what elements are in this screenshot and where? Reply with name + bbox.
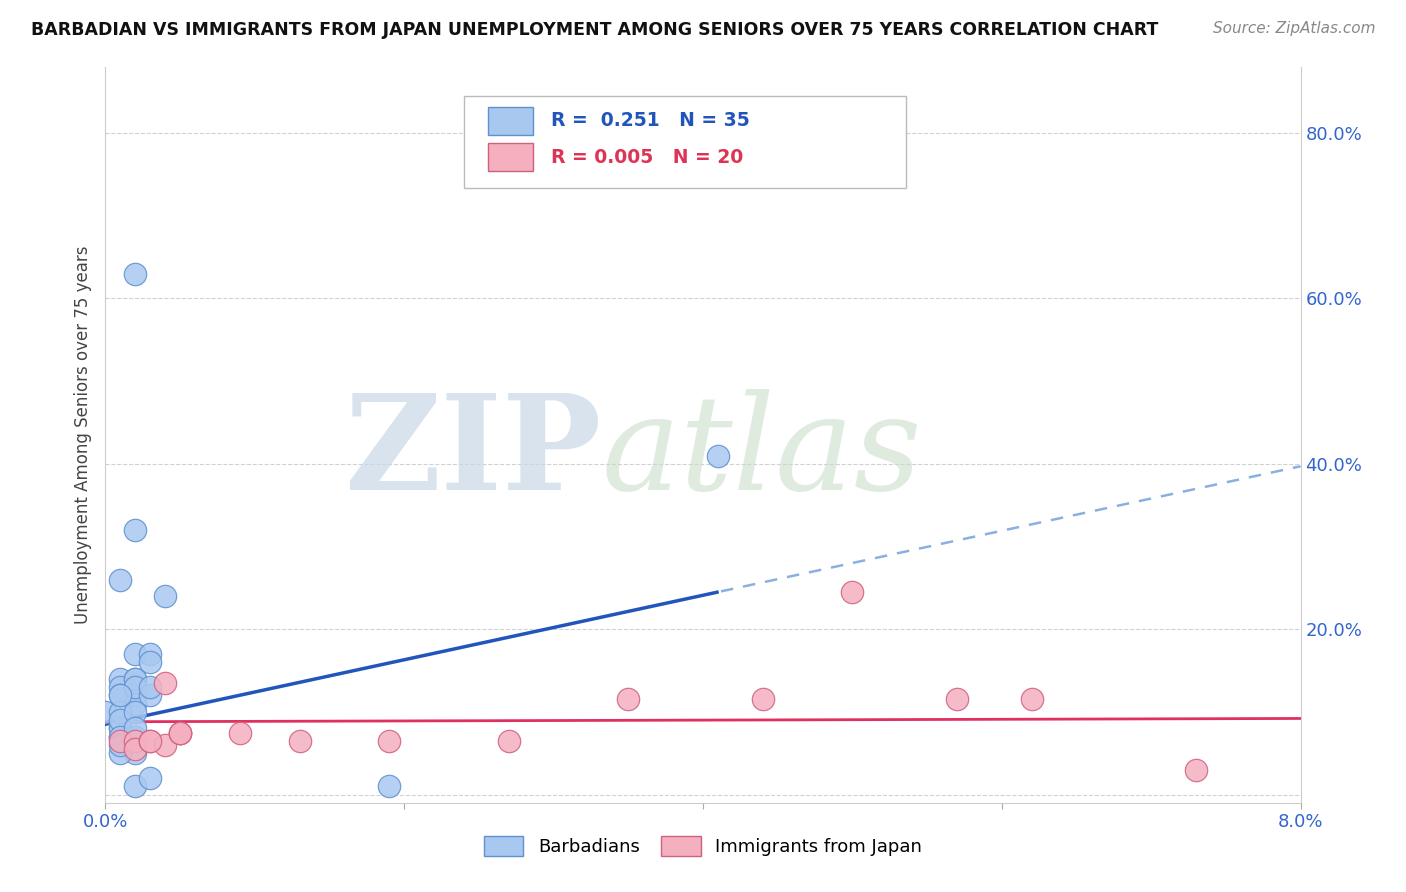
Point (153, 589, 177, 603)
Point (124, 680, 146, 694)
Text: R =  0.251   N = 35: R = 0.251 N = 35 (551, 112, 749, 130)
Point (139, 655, 162, 669)
Text: atlas: atlas (602, 389, 922, 517)
Text: BARBADIAN VS IMMIGRANTS FROM JAPAN UNEMPLOYMENT AMONG SENIORS OVER 75 YEARS CORR: BARBADIAN VS IMMIGRANTS FROM JAPAN UNEMP… (31, 21, 1159, 38)
Point (124, 523, 146, 537)
Point (707, 449, 730, 463)
Point (153, 676, 177, 690)
Text: Source: ZipAtlas.com: Source: ZipAtlas.com (1212, 21, 1375, 36)
Point (229, 725, 252, 739)
Point (110, 730, 132, 744)
Point (124, 688, 146, 702)
Point (124, 705, 146, 719)
Point (139, 771, 162, 785)
Point (124, 722, 146, 736)
Point (110, 672, 132, 686)
Point (124, 647, 146, 661)
Point (110, 713, 132, 727)
FancyBboxPatch shape (464, 96, 905, 188)
Point (124, 672, 146, 686)
Point (617, 692, 640, 706)
Point (110, 733, 132, 747)
Point (124, 733, 146, 747)
Y-axis label: Unemployment Among Seniors over 75 years: Unemployment Among Seniors over 75 years (75, 245, 93, 624)
Point (169, 725, 191, 739)
Point (124, 730, 146, 744)
Point (94, 705, 117, 719)
Point (110, 738, 132, 752)
FancyBboxPatch shape (488, 107, 533, 135)
Point (139, 733, 162, 747)
Point (169, 725, 191, 739)
Point (110, 680, 132, 694)
Point (378, 733, 401, 747)
Point (110, 722, 132, 736)
Point (124, 672, 146, 686)
Point (751, 692, 773, 706)
Point (124, 742, 146, 756)
Point (153, 738, 177, 752)
Point (378, 779, 401, 793)
Legend: Barbadians, Immigrants from Japan: Barbadians, Immigrants from Japan (477, 829, 929, 863)
Point (124, 267, 146, 281)
Point (139, 680, 162, 694)
Point (110, 705, 132, 719)
Point (110, 730, 132, 744)
Point (124, 697, 146, 711)
Point (124, 746, 146, 760)
Point (946, 692, 969, 706)
Point (139, 688, 162, 702)
Text: ZIP: ZIP (344, 389, 602, 517)
Point (110, 688, 132, 702)
Point (124, 779, 146, 793)
Point (110, 746, 132, 760)
Point (169, 725, 191, 739)
Point (1185, 763, 1208, 777)
Point (139, 733, 162, 747)
Point (288, 733, 311, 747)
Text: R = 0.005   N = 20: R = 0.005 N = 20 (551, 148, 744, 167)
Point (110, 722, 132, 736)
Point (841, 585, 863, 599)
Point (1021, 692, 1043, 706)
FancyBboxPatch shape (488, 144, 533, 171)
Point (110, 688, 132, 702)
Point (110, 573, 132, 587)
Point (139, 647, 162, 661)
Point (498, 733, 520, 747)
